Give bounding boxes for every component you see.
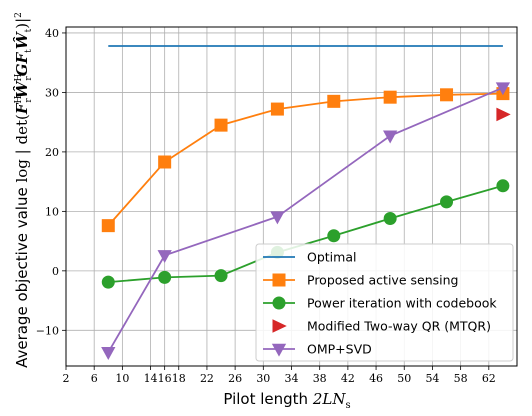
data-point — [327, 94, 341, 108]
x-ticks: 2 6 10 14 16 18 22 26 30 34 38 42 46 50 54 58 62 — [63, 366, 496, 385]
legend-marker — [272, 319, 287, 333]
x-tick-label: 16 — [158, 372, 172, 385]
y-tick-label: 40 — [45, 27, 59, 40]
series-omp-svd — [101, 82, 511, 360]
legend-entry-proposed-active-sensing: Proposed active sensing — [263, 273, 458, 288]
x-tick-label: 22 — [200, 372, 214, 385]
legend-label: Modified Two-way QR (MTQR) — [307, 319, 491, 334]
data-point — [327, 229, 341, 243]
legend-entry-modified-two-way-qr-mtqr: Modified Two-way QR (MTQR) — [272, 319, 491, 334]
legend-entry-optimal: Optimal — [263, 250, 356, 265]
x-tick-label: 18 — [172, 372, 186, 385]
x-axis-label: Pilot length 2LNs — [223, 390, 350, 411]
x-tick-label: 14 — [144, 372, 158, 385]
data-point — [214, 269, 228, 283]
legend-marker — [272, 296, 286, 310]
y-tick-label: 30 — [45, 86, 59, 99]
series-line — [107, 92, 503, 227]
x-tick-label: 58 — [454, 372, 468, 385]
data-point — [101, 219, 115, 233]
y-axis-label: Average objective value log | det(FHrŴHr… — [13, 12, 34, 368]
legend: Optimal Proposed active sensing Power iter… — [255, 243, 514, 362]
x-tick-label: 62 — [482, 372, 496, 385]
legend-box — [255, 243, 514, 362]
data-point — [214, 118, 228, 132]
data-point — [270, 211, 285, 225]
x-tick-label: 34 — [285, 372, 299, 385]
data-point — [158, 270, 172, 284]
legend-marker — [271, 343, 287, 357]
x-tick-label: 54 — [425, 372, 439, 385]
x-tick-label: 26 — [228, 372, 242, 385]
y-tick-label: 0 — [52, 265, 59, 278]
y-tick-label: 20 — [45, 146, 59, 159]
y-tick-label: −10 — [36, 324, 59, 337]
data-point — [383, 130, 398, 144]
legend-label: Proposed active sensing — [307, 273, 458, 288]
legend-marker — [272, 273, 286, 287]
legend-label: Optimal — [307, 250, 356, 265]
data-point — [101, 347, 116, 360]
data-point — [158, 155, 172, 169]
data-point — [440, 195, 454, 209]
data-point — [496, 179, 510, 193]
x-tick-label: 10 — [115, 372, 129, 385]
x-tick-label: 2 — [63, 372, 70, 385]
x-tick-label: 42 — [341, 372, 355, 385]
data-point — [440, 88, 454, 102]
data-point — [270, 102, 284, 116]
legend-label: OMP+SVD — [307, 342, 372, 357]
data-point — [383, 212, 397, 226]
x-tick-label: 46 — [369, 372, 383, 385]
y-tick-label: 10 — [45, 205, 59, 218]
data-point — [383, 90, 397, 104]
x-tick-label: 30 — [256, 372, 270, 385]
legend-entry-power-iteration-with-codebook: Power iteration with codebook — [263, 296, 497, 311]
x-tick-label: 50 — [397, 372, 411, 385]
series-modified-two-way-qr-mtqr — [496, 107, 511, 122]
legend-entry-omp-svd: OMP+SVD — [263, 342, 372, 357]
x-tick-label: 6 — [91, 372, 98, 385]
series-proposed-active-sensing — [101, 87, 510, 233]
data-point — [495, 82, 511, 96]
y-ticks: −10 0 10 20 30 40 — [36, 27, 66, 337]
data-point — [101, 275, 115, 289]
x-tick-label: 38 — [313, 372, 327, 385]
data-point — [157, 250, 172, 264]
data-point — [496, 107, 511, 122]
legend-label: Power iteration with codebook — [307, 296, 497, 311]
